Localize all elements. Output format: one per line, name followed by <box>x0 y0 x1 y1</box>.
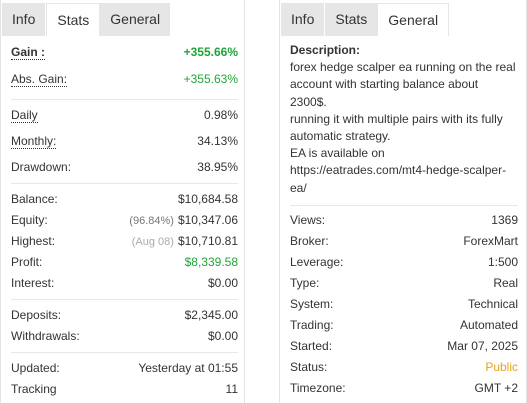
tab-general[interactable]: General <box>100 3 171 36</box>
withdrawals-value: $0.00 <box>207 329 238 343</box>
status-value: Public <box>485 360 518 374</box>
withdrawals-row: Withdrawals: $0.00 <box>11 327 238 345</box>
divider <box>290 205 518 206</box>
drawdown-row: Drawdown: 38.95% <box>11 158 238 176</box>
description-line: running it with multiple pairs with its … <box>290 111 503 144</box>
trading-value: Automated <box>459 318 518 332</box>
withdrawals-label: Withdrawals: <box>11 329 80 343</box>
interest-label: Interest: <box>11 276 55 290</box>
type-value: Real <box>493 276 518 290</box>
panel-tabs: Info Stats General <box>281 3 450 36</box>
timezone-label: Timezone: <box>290 381 346 395</box>
tab-info[interactable]: Info <box>281 3 325 36</box>
equity-row: Equity: (96.84%) $10,347.06 <box>11 211 238 229</box>
highest-row: Highest: (Aug 08) $10,710.81 <box>11 232 238 250</box>
updated-row: Updated: Yesterday at 01:55 <box>11 359 238 377</box>
interest-row: Interest: $0.00 <box>11 274 238 292</box>
monthly-value: 34.13% <box>197 134 238 148</box>
panel-tabs: Info Stats General <box>2 3 171 36</box>
type-row: Type: Real <box>290 274 518 292</box>
views-value: 1369 <box>491 213 518 227</box>
tracking-label: Tracking <box>11 382 57 396</box>
deposits-value: $2,345.00 <box>184 308 238 322</box>
description: Description: forex hedge scalper ea runn… <box>290 42 518 197</box>
system-label: System: <box>290 297 334 311</box>
broker-label: Broker: <box>290 234 329 248</box>
leverage-value: 1:500 <box>487 255 518 269</box>
started-label: Started: <box>290 339 333 353</box>
interest-value: $0.00 <box>207 276 238 290</box>
profit-label: Profit: <box>11 255 43 269</box>
equity-percent: (96.84%) <box>129 214 174 227</box>
started-value: Mar 07, 2025 <box>447 339 518 353</box>
tab-stats[interactable]: Stats <box>325 3 378 36</box>
balance-label: Balance: <box>11 192 58 206</box>
tab-general[interactable]: General <box>377 3 450 36</box>
abs-gain-row: Abs. Gain: +355.63% <box>11 70 238 88</box>
drawdown-label: Drawdown: <box>11 160 72 174</box>
tracking-value: 11 <box>225 382 238 396</box>
abs-gain-value: +355.63% <box>183 72 238 86</box>
divider <box>11 183 238 184</box>
profit-value: $8,339.58 <box>184 255 238 269</box>
profit-row: Profit: $8,339.58 <box>11 253 238 271</box>
divider <box>11 352 238 353</box>
daily-label[interactable]: Daily <box>11 107 38 123</box>
type-label: Type: <box>290 276 320 290</box>
highest-label: Highest: <box>11 234 56 248</box>
general-panel: Info Stats General Description: forex he… <box>279 0 527 403</box>
broker-value: ForexMart <box>463 234 518 248</box>
gain-label[interactable]: Gain : <box>11 44 46 60</box>
system-value: Technical <box>467 297 518 311</box>
balance-row: Balance: $10,684.58 <box>11 190 238 208</box>
divider <box>11 299 238 300</box>
description-line: EA is available on https://eatrades.com/… <box>290 146 507 195</box>
gain-value: +355.66% <box>183 45 238 59</box>
balance-value: $10,684.58 <box>177 192 238 206</box>
daily-value: 0.98% <box>203 108 238 122</box>
highest-value: $10,710.81 <box>177 233 238 248</box>
daily-row: Daily 0.98% <box>11 106 238 124</box>
divider <box>11 99 238 100</box>
views-label: Views: <box>290 213 326 227</box>
drawdown-value: 38.95% <box>197 160 238 174</box>
highest-date: (Aug 08) <box>131 235 174 248</box>
status-row: Status: Public <box>290 358 518 376</box>
trading-label: Trading: <box>290 318 334 332</box>
deposits-row: Deposits: $2,345.00 <box>11 306 238 324</box>
monthly-label[interactable]: Monthly: <box>11 133 57 149</box>
system-row: System: Technical <box>290 295 518 313</box>
description-heading: Description: <box>290 43 361 57</box>
tab-stats[interactable]: Stats <box>46 3 101 36</box>
gain-row: Gain : +355.66% <box>11 43 238 61</box>
timezone-row: Timezone: GMT +2 <box>290 379 518 397</box>
status-label: Status: <box>290 360 328 374</box>
monthly-row: Monthly: 34.13% <box>11 132 238 150</box>
equity-label: Equity: <box>11 213 48 227</box>
abs-gain-label[interactable]: Abs. Gain: <box>11 71 68 87</box>
leverage-label: Leverage: <box>290 255 344 269</box>
stats-panel: Info Stats General Gain : +355.66% Abs. … <box>0 0 245 403</box>
leverage-row: Leverage: 1:500 <box>290 253 518 271</box>
views-row: Views: 1369 <box>290 211 518 229</box>
updated-label: Updated: <box>11 361 60 375</box>
equity-value: $10,347.06 <box>177 212 238 227</box>
broker-row: Broker: ForexMart <box>290 232 518 250</box>
timezone-value: GMT +2 <box>474 381 518 395</box>
tab-info[interactable]: Info <box>2 3 46 36</box>
updated-value: Yesterday at 01:55 <box>138 361 238 375</box>
trading-row: Trading: Automated <box>290 316 518 334</box>
deposits-label: Deposits: <box>11 308 62 322</box>
started-row: Started: Mar 07, 2025 <box>290 337 518 355</box>
tracking-row: Tracking 11 <box>11 380 238 398</box>
description-line: forex hedge scalper ea running on the re… <box>290 60 516 109</box>
